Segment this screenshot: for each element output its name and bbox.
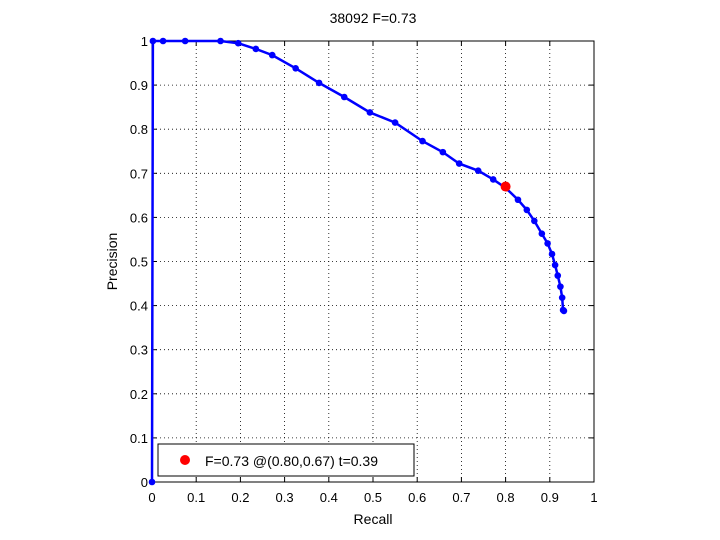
pr-curve-point bbox=[548, 250, 556, 258]
legend-label: F=0.73 @(0.80,0.67) t=0.39 bbox=[205, 453, 378, 469]
x-tick-label: 0.3 bbox=[276, 490, 294, 505]
x-tick-label: 0.9 bbox=[541, 490, 559, 505]
y-tick-label: 0 bbox=[141, 475, 148, 490]
pr-curve-point bbox=[514, 196, 522, 204]
pr-curve-point bbox=[455, 160, 463, 167]
y-tick-label: 0.5 bbox=[130, 255, 148, 270]
pr-curve-point bbox=[149, 37, 157, 45]
x-tick-label: 0.2 bbox=[231, 490, 249, 505]
pr-curve-point bbox=[159, 37, 167, 45]
x-tick-label: 0.5 bbox=[364, 490, 382, 505]
pr-curve-point bbox=[523, 206, 531, 214]
pr-curve-point bbox=[366, 109, 374, 116]
grid bbox=[152, 41, 594, 482]
pr-curve-point bbox=[391, 119, 399, 126]
y-tick-label: 0.3 bbox=[130, 343, 148, 358]
x-tick-label: 0 bbox=[148, 490, 155, 505]
pr-curve-point bbox=[148, 478, 156, 486]
pr-curve-point bbox=[217, 37, 224, 45]
pr-curve-point bbox=[340, 93, 348, 101]
pr-curve-point bbox=[292, 65, 299, 72]
pr-curve-point bbox=[554, 272, 562, 279]
pr-curve-point bbox=[538, 230, 546, 238]
pr-curve-point bbox=[544, 240, 551, 247]
y-tick-label: 1 bbox=[141, 34, 148, 49]
y-tick-label: 0.8 bbox=[130, 122, 148, 137]
x-tick-label: 0.8 bbox=[497, 490, 515, 505]
y-tick-label: 0.7 bbox=[130, 166, 148, 181]
y-tick-label: 0.9 bbox=[130, 78, 148, 93]
pr-curve-point bbox=[560, 307, 568, 315]
pr-curve-point bbox=[531, 217, 538, 225]
pr-curve-point bbox=[252, 45, 260, 53]
y-axis-label: Precision bbox=[104, 233, 120, 291]
legend-box bbox=[157, 443, 415, 477]
pr-curve-point bbox=[268, 51, 276, 59]
pr-curve-point bbox=[489, 176, 497, 183]
pr-curve-point bbox=[551, 261, 559, 269]
legend-marker bbox=[180, 455, 190, 465]
x-tick-label: 0.4 bbox=[320, 490, 338, 505]
pr-curve-point bbox=[474, 167, 482, 174]
series bbox=[148, 37, 568, 486]
legend: F=0.73 @(0.80,0.67) t=0.39 bbox=[157, 443, 415, 477]
pr-curve-point bbox=[419, 137, 426, 145]
y-tick-label: 0.2 bbox=[130, 387, 148, 402]
pr-curve-point bbox=[558, 294, 566, 301]
pr-curve-point bbox=[439, 148, 447, 156]
y-tick-label: 0.4 bbox=[130, 299, 148, 314]
y-tick-label: 0.1 bbox=[130, 431, 148, 446]
x-tick-label: 1 bbox=[590, 490, 597, 505]
best-f-point bbox=[500, 181, 511, 192]
chart-title: 38092 F=0.73 bbox=[330, 10, 417, 26]
ticks: 0 0.1 0.2 0.3 0.4 0.5 0.6 0.7 0.8 0.9 1 0 0.1 0.2 0.3 0… bbox=[130, 34, 598, 505]
x-tick-label: 0.1 bbox=[187, 490, 205, 505]
x-tick-label: 0.6 bbox=[408, 490, 426, 505]
x-axis-label: Recall bbox=[354, 511, 393, 527]
y-tick-label: 0.6 bbox=[130, 210, 148, 225]
pr-curve-point bbox=[557, 283, 564, 290]
x-tick-label: 0.7 bbox=[452, 490, 470, 505]
pr-curve-point bbox=[181, 37, 189, 45]
pr-curve-point bbox=[234, 39, 242, 47]
pr-curve-point bbox=[315, 79, 323, 87]
